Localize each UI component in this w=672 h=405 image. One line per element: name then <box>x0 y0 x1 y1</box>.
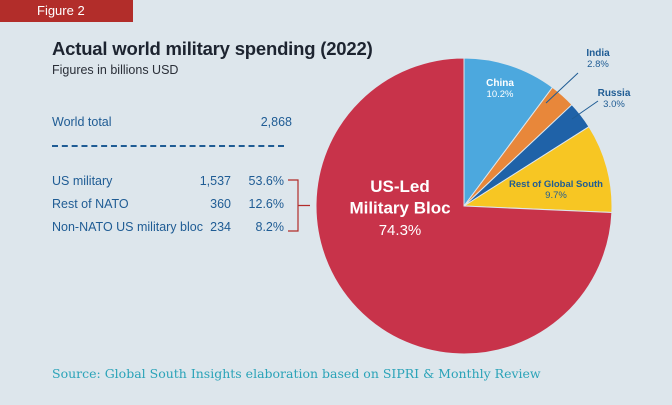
chart-title: Actual world military spending (2022) <box>52 38 373 59</box>
breakdown-percent: 53.6% <box>248 174 284 188</box>
leader-line <box>545 72 579 104</box>
breakdown-percent: 12.6% <box>248 197 284 211</box>
slice-label: US-Led Military Bloc <box>349 177 450 217</box>
slice-value-label: 9.7% <box>545 190 567 201</box>
breakdown-value: 234 <box>210 220 231 234</box>
breakdown-percent: 8.2% <box>255 220 285 234</box>
pie-slice-rest-of-global-south <box>462 126 613 214</box>
figure-tag: Figure 2 <box>0 0 133 22</box>
pie-slice-china <box>463 57 554 208</box>
slice-label: China <box>486 78 514 89</box>
world-total-label: World total <box>52 115 112 129</box>
breakdown-label: US military <box>52 174 113 188</box>
dashed-divider <box>52 145 284 147</box>
source-note: Source: Global South Insights elaboratio… <box>52 366 541 381</box>
bracket-connector <box>288 179 310 232</box>
slice-label: Rest of Global South <box>509 179 603 190</box>
breakdown-value: 360 <box>210 197 231 211</box>
pie-slice-us-led-military-bloc <box>315 57 613 355</box>
slice-value-label: 2.8% <box>587 59 609 70</box>
slice-label: Russia <box>598 88 631 99</box>
leader-line <box>571 100 599 120</box>
world-total-value: 2,868 <box>260 115 292 129</box>
world-total-row: World total 2,868 <box>52 115 292 131</box>
chart-subtitle: Figures in billions USD <box>52 63 179 77</box>
breakdown-row-non-nato-bloc: Non-NATO US military bloc 234 8.2% <box>52 220 284 236</box>
slice-value-label: 10.2% <box>487 89 514 100</box>
slice-value-label: 74.3% <box>379 222 422 239</box>
slice-value-label: 3.0% <box>603 99 625 110</box>
breakdown-value: 1,537 <box>199 174 231 188</box>
breakdown-row-rest-of-nato: Rest of NATO 360 12.6% <box>52 197 284 213</box>
breakdown-label: Rest of NATO <box>52 197 129 211</box>
breakdown-label: Non-NATO US military bloc <box>52 220 203 234</box>
slice-label: India <box>586 48 610 59</box>
breakdown-row-us-military: US military 1,537 53.6% <box>52 174 284 190</box>
